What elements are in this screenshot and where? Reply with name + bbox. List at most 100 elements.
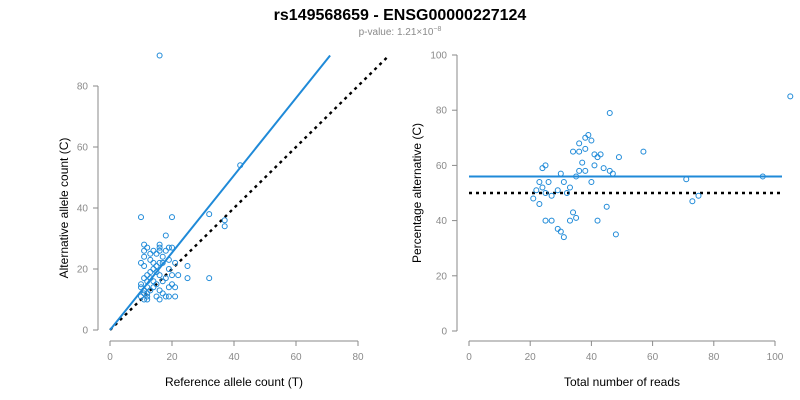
allele-y-axis-label: Alternative allele count (C) [57,138,71,279]
allele-data-point [147,275,154,282]
percent-x-tick-label: 40 [586,352,598,363]
allele-y-tick-label: 20 [77,265,89,276]
allele-data-point [138,293,144,300]
percent-data-point [548,192,555,199]
chart-title: rs149568659 - ENSG00000227124 [274,7,527,24]
percent-data-point [588,137,595,144]
percent-y-tick-label: 20 [436,271,448,282]
allele-x-tick-label: 20 [166,352,178,363]
percent-y-tick-label: 40 [436,216,448,227]
allele-x-tick-label: 0 [107,352,113,363]
allele-data-point [172,293,179,300]
allele-data-point [138,281,144,288]
percent-data-point [557,228,564,235]
allele-data-point [144,293,151,300]
allele-data-point [162,232,169,239]
percent-data-point [570,209,577,216]
percent-data-point [545,178,552,185]
percent-data-point [554,187,561,194]
allele-data-point [147,287,154,294]
allele-data-point [156,247,163,254]
allele-data-point [147,256,154,263]
allele-x-tick-label: 40 [228,352,240,363]
percent-x-tick-label: 20 [525,352,537,363]
percent-data-point [759,173,766,180]
allele-data-point [159,278,166,285]
allele-y-tick-label: 60 [77,143,89,154]
percent-data-point [597,151,604,158]
allele-data-point [144,278,151,285]
percentage-panel: 0 20 40 60 80 100 0 20 40 60 80 100 Total number of … [410,51,794,389]
allele-data-point [141,296,148,303]
percent-y-tick-label: 100 [430,51,447,62]
allele-data-point [147,250,154,257]
percent-x-tick-label: 60 [647,352,659,363]
percent-data-point [542,190,549,196]
allele-data-point [175,272,182,279]
allele-data-point [165,244,172,251]
allele-data-point [169,281,175,288]
allele-data-point [150,247,157,254]
allele-data-point [138,214,144,221]
allele-data-point [150,284,157,291]
percent-data-point [585,132,592,139]
allele-data-point [165,293,172,300]
percent-data-point [560,178,567,185]
allele-data-point [150,278,157,285]
percent-data-point [576,148,583,155]
allele-data-point [147,269,154,276]
percent-data-point [563,190,570,196]
percent-data-point [560,234,567,241]
allele-data-point [159,253,166,260]
allele-data-point [221,223,228,230]
percent-data-point [530,195,537,202]
allele-data-point [141,275,148,282]
allele-data-point [138,284,144,291]
allele-count-panel: 0 20 40 60 80 0 20 40 60 80 Reference allele count… [57,52,390,389]
percent-data-point [695,192,702,199]
allele-reference-line [109,54,390,331]
percent-data-point [576,140,583,147]
allele-data-point [221,217,228,224]
percent-data-point [603,203,610,210]
allele-data-point [162,247,169,254]
allele-data-point [144,284,151,291]
allele-data-point [169,214,175,221]
percent-x-axis-label: Total number of reads [564,375,680,389]
pvalue-prefix: p-value: 1.21×10 [359,27,434,38]
percent-data-point [548,217,555,224]
allele-x-axis-label: Reference allele count (T) [165,375,303,389]
percent-x-tick-label: 100 [767,352,784,363]
allele-data-point [156,296,163,303]
allele-data-point [172,284,179,291]
percent-data-point [582,145,589,152]
allele-data-point [150,259,157,266]
percent-data-point [582,167,589,174]
percent-data-point [582,134,589,141]
percent-data-point [542,162,549,169]
allele-data-point [184,262,191,269]
percent-data-point [579,159,586,166]
percent-data-point [576,167,583,174]
allele-data-point [159,290,166,297]
allele-y-tick-label: 0 [82,326,88,337]
allele-data-point [172,259,179,266]
percent-data-point [606,109,613,116]
allele-data-point [156,287,163,294]
percent-data-point [787,93,794,100]
allele-x-tick-label: 80 [352,352,364,363]
allele-data-point [237,162,244,169]
percent-data-point [612,231,619,238]
pvalue-exponent: −8 [433,26,441,33]
percent-x-tick-label: 0 [466,352,472,363]
allele-data-point [144,296,151,303]
allele-data-point [141,253,148,260]
percent-data-point [539,184,546,191]
allele-data-point [206,211,213,218]
percent-data-point [566,184,573,191]
allele-data-point [153,269,160,276]
allele-data-point [153,281,160,288]
percent-data-point [591,151,598,158]
allele-data-point [150,266,157,272]
